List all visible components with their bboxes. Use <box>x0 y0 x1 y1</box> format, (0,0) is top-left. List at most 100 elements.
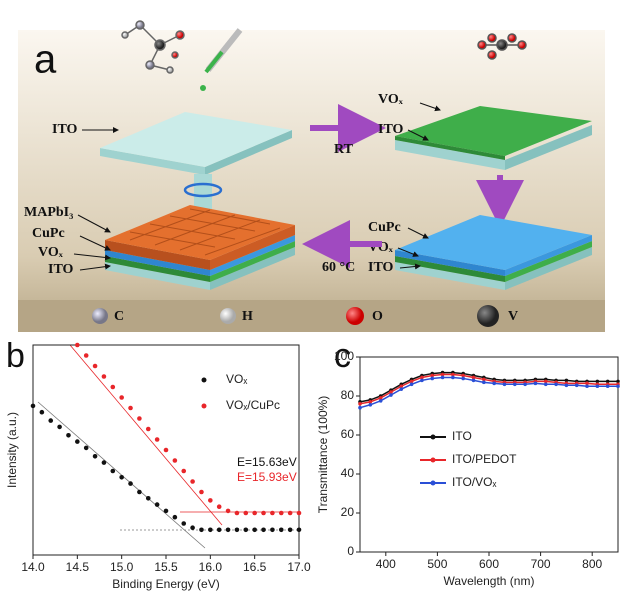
x-tick-label: 14.0 <box>21 560 45 574</box>
data-point <box>146 427 151 432</box>
data-point <box>410 383 414 387</box>
data-point <box>31 404 36 409</box>
data-point <box>66 433 71 438</box>
data-point <box>261 528 266 533</box>
data-point <box>616 384 620 388</box>
x-tick-label: 15.0 <box>110 560 134 574</box>
layer-label: ITO <box>52 122 78 137</box>
data-point <box>235 511 240 516</box>
data-point <box>235 528 240 533</box>
fit-lines <box>38 345 299 548</box>
data-point <box>441 376 445 380</box>
layer-label: ITO <box>368 260 394 275</box>
x-tick-label: 700 <box>531 557 551 571</box>
data-point <box>270 511 275 516</box>
atom-label: V <box>508 309 518 324</box>
data-point <box>430 377 434 381</box>
x-tick-label: 16.0 <box>199 560 223 574</box>
legend-swatch <box>431 435 436 440</box>
y-tick-label: 80 <box>341 388 355 402</box>
data-point <box>244 511 249 516</box>
data-point <box>93 364 98 369</box>
legend-label: VOₓ/CuPc <box>226 398 280 412</box>
data-point <box>544 383 548 387</box>
layer-label: ITO <box>378 122 404 137</box>
data-point <box>146 496 151 501</box>
data-point <box>279 528 284 533</box>
x-tick-label: 15.5 <box>154 560 178 574</box>
data-point <box>297 511 302 516</box>
atom-swatch <box>477 305 499 327</box>
data-point <box>472 379 476 383</box>
legend-label: ITO/VOₓ <box>452 475 496 489</box>
x-tick-label: 14.5 <box>66 560 90 574</box>
data-point <box>596 384 600 388</box>
x-tick-label: 400 <box>376 557 396 571</box>
data-point <box>173 515 178 520</box>
process-label: 60 °C <box>322 260 355 275</box>
data-point <box>461 377 465 381</box>
layer-label: MAPbI₃ <box>24 205 73 220</box>
data-point <box>389 393 393 397</box>
atom-swatch <box>220 308 236 324</box>
data-point <box>226 528 231 533</box>
data-point <box>226 509 231 514</box>
data-point <box>48 418 53 423</box>
data-point <box>119 475 124 480</box>
data-point <box>181 469 186 474</box>
data-point <box>399 387 403 391</box>
layer-label: CuPc <box>32 226 65 241</box>
panel-label: a <box>34 38 57 82</box>
data-point <box>482 381 486 385</box>
annotation: E=15.63eV <box>237 455 297 469</box>
annotation: E=15.93eV <box>237 470 297 484</box>
data-point <box>128 406 133 411</box>
data-point <box>111 469 116 474</box>
data-point <box>199 490 204 495</box>
data-point <box>93 454 98 459</box>
x-tick-label: 17.0 <box>287 560 311 574</box>
x-tick-label: 16.5 <box>243 560 267 574</box>
schematic: a ITO RT <box>18 21 605 332</box>
data-point <box>119 395 124 400</box>
data-point <box>155 437 160 442</box>
data-point <box>523 383 527 387</box>
y-axis-label: Intensity (a.u.) <box>5 412 19 488</box>
data-point <box>358 402 362 406</box>
y-axis-label: Transmittance (100%) <box>316 396 330 514</box>
data-point <box>288 511 293 516</box>
panel-label: b <box>6 337 25 375</box>
data-point <box>84 446 89 451</box>
data-point <box>40 410 45 415</box>
x-axis-label: Binding Energy (eV) <box>112 577 219 591</box>
y-tick-label: 40 <box>341 466 355 480</box>
data-point <box>420 379 424 383</box>
data-point <box>217 528 222 533</box>
data-point <box>57 425 62 430</box>
data-point <box>279 511 284 516</box>
legend-swatch <box>202 378 207 383</box>
layer-label: VOₓ <box>378 92 404 107</box>
x-tick-label: 800 <box>582 557 602 571</box>
legend-label: VOₓ <box>226 372 247 386</box>
data-point <box>190 479 195 484</box>
data-point <box>261 511 266 516</box>
data-point <box>102 460 107 465</box>
data-point <box>503 383 507 387</box>
y-tick-label: 100 <box>334 349 354 363</box>
data-point <box>111 385 116 390</box>
x-tick-label: 600 <box>479 557 499 571</box>
data-point <box>208 498 213 503</box>
data-point <box>297 528 302 533</box>
data-point <box>534 382 538 386</box>
atom-label: C <box>114 309 124 324</box>
data-point <box>252 511 257 516</box>
layer-label: VOₓ <box>38 245 64 260</box>
legend-swatch <box>431 458 436 463</box>
y-tick-label: 20 <box>341 505 355 519</box>
layer-label: CuPc <box>368 220 401 235</box>
data-point <box>270 528 275 533</box>
data-point <box>217 504 222 509</box>
data-point <box>513 383 517 387</box>
process-label: RT <box>334 142 354 157</box>
